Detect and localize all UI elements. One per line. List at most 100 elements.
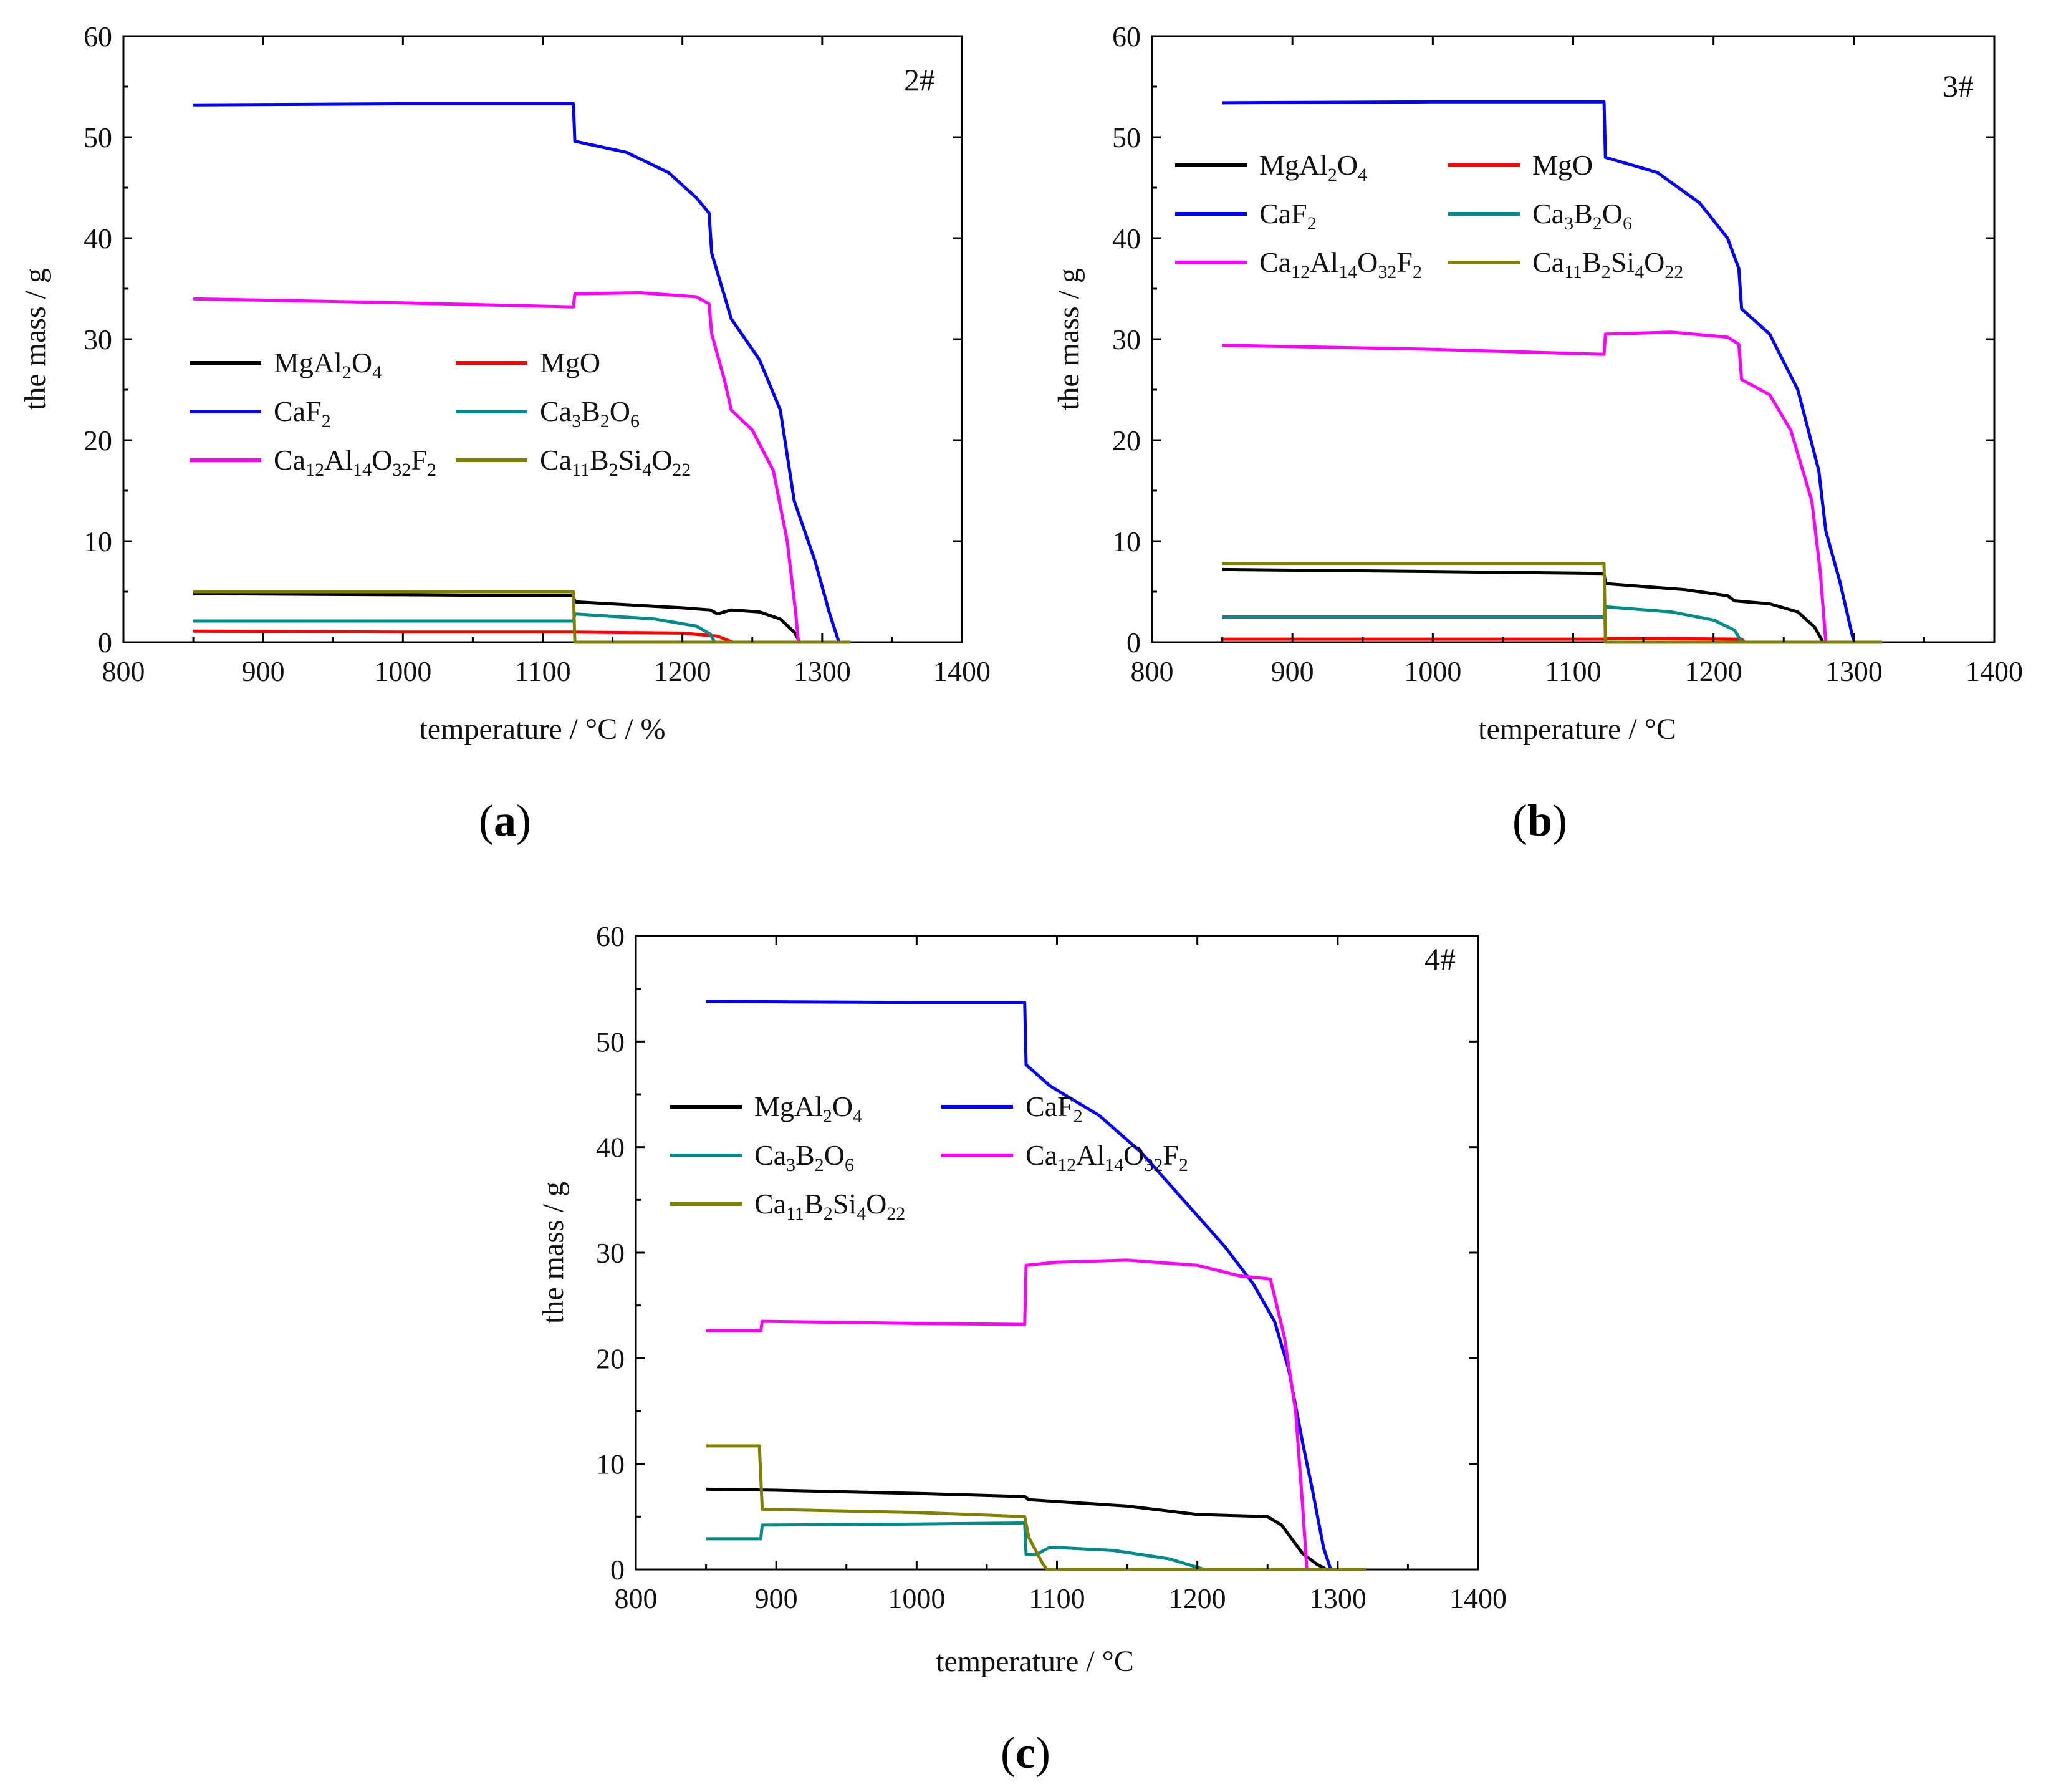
legend-label-Ca11B2Si4O22: Ca11B2Si4O22: [1532, 246, 1683, 282]
legend-label-Ca12Al14O32F2: Ca12Al14O32F2: [1026, 1139, 1188, 1175]
panel-tag: 4#: [1424, 942, 1456, 976]
caption-letter: a: [494, 796, 516, 845]
legend-label-MgAl2O4: MgAl2O4: [274, 347, 382, 383]
panel-tag: 2#: [904, 62, 935, 97]
legend-label-part: 4: [372, 362, 382, 383]
legend-label-Ca12Al14O32F2: Ca12Al14O32F2: [274, 444, 436, 480]
y-tick-label: 40: [84, 223, 112, 254]
series-line-Ca12Al14O32F2: [193, 291, 850, 644]
legend-label-part: Si: [618, 444, 642, 476]
x-tick-label: 900: [1271, 655, 1314, 687]
legend-label-part: Ca: [540, 444, 572, 476]
caption-letter: c: [1016, 1728, 1035, 1778]
y-tick-label: 0: [1126, 627, 1141, 658]
legend-label-part: 6: [630, 411, 640, 431]
y-tick-label: 30: [596, 1237, 625, 1269]
x-tick-label: 1000: [888, 1582, 945, 1614]
legend-label-part: MgO: [540, 347, 600, 378]
y-tick-label: 50: [596, 1026, 625, 1057]
caption-paren: (: [479, 796, 494, 845]
x-tick-label: 1300: [1825, 655, 1883, 687]
x-tick-label: 1200: [1169, 1582, 1226, 1614]
legend-label-part: 14: [1338, 262, 1357, 282]
legend-label-part: B: [795, 1139, 815, 1171]
legend-label-part: 4: [857, 1203, 866, 1224]
legend-label-part: 12: [305, 460, 324, 480]
series-line-CaF2: [706, 1000, 1366, 1571]
legend-label-part: 4: [1635, 262, 1644, 282]
legend-label-part: O: [1357, 246, 1378, 278]
x-tick-label: 900: [242, 655, 285, 687]
y-tick-label: 50: [1112, 122, 1141, 153]
x-tick-label: 900: [755, 1582, 798, 1614]
x-tick-label: 800: [102, 655, 145, 687]
legend-label-part: Ca: [1532, 246, 1564, 278]
caption-letter: b: [1527, 796, 1552, 845]
legend-label-part: 2: [609, 460, 618, 480]
legend-label-Ca3B2O6: Ca3B2O6: [754, 1139, 854, 1175]
legend-label-part: Si: [833, 1188, 857, 1220]
legend-label-part: CaF: [1026, 1091, 1074, 1122]
panel-caption: (b): [1512, 796, 1567, 845]
legend-label-part: 2: [322, 411, 331, 431]
legend-label-CaF2: CaF2: [274, 395, 331, 431]
legend-label-Ca3B2O6: Ca3B2O6: [1532, 198, 1632, 234]
legend-label-Ca11B2Si4O22: Ca11B2Si4O22: [540, 444, 691, 480]
y-tick-label: 0: [610, 1554, 625, 1586]
legend-label-CaF2: CaF2: [1259, 198, 1317, 234]
x-tick-label: 1400: [933, 655, 991, 687]
legend-label-part: F: [411, 444, 427, 476]
series-line-Ca3B2O6: [193, 612, 850, 644]
y-tick-label: 10: [84, 526, 112, 557]
y-tick-label: 50: [84, 122, 112, 153]
legend-label-part: O: [1602, 198, 1623, 229]
legend-label-part: 14: [1105, 1155, 1123, 1175]
legend-label-part: F: [1396, 246, 1413, 278]
legend-label-part: Ca: [274, 444, 305, 476]
legend-label-part: 12: [1291, 262, 1310, 282]
plot-frame: [635, 935, 1479, 1571]
legend-label-part: CaF: [274, 395, 322, 427]
x-tick-label: 1000: [374, 655, 431, 687]
y-tick-label: 10: [596, 1448, 625, 1480]
legend-label-MgAl2O4: MgAl2O4: [754, 1091, 862, 1127]
legend-label-MgO: MgO: [540, 347, 600, 378]
caption-paren: ): [516, 796, 531, 845]
series-line-Ca3B2O6: [1222, 605, 1882, 644]
x-tick-label: 1100: [514, 655, 570, 687]
caption-paren: (: [1512, 796, 1527, 845]
legend-label-part: 6: [1623, 213, 1632, 234]
legend-label-part: 2: [1179, 1155, 1188, 1175]
y-tick-label: 60: [596, 920, 625, 952]
legend-label-part: 2: [1328, 165, 1337, 185]
series-line-Ca11B2Si4O22: [193, 590, 850, 644]
legend-label-part: 2: [1593, 213, 1602, 234]
y-tick-label: 30: [84, 324, 112, 355]
y-tick-label: 10: [1112, 526, 1141, 557]
legend-label-part: Al: [324, 444, 353, 476]
panel-tag: 3#: [1943, 69, 1974, 104]
series-lines: [1222, 100, 1882, 644]
legend-label-part: O: [372, 444, 392, 476]
x-tick-label: 800: [1131, 655, 1174, 687]
plot-frame: [1151, 35, 1996, 643]
legend-label-part: B: [590, 444, 609, 476]
legend-label-part: O: [1337, 149, 1358, 181]
legend-label-part: 22: [672, 460, 691, 480]
legend-label-part: 14: [353, 460, 372, 480]
x-tick-label: 1100: [1545, 655, 1601, 687]
legend-label-part: O: [1644, 246, 1664, 278]
series-line-Ca11B2Si4O22: [706, 1444, 1366, 1571]
y-tick-label: 60: [1112, 21, 1141, 52]
legend-label-part: 2: [1413, 262, 1422, 282]
y-tick-label: 40: [596, 1132, 625, 1163]
legend-label-part: Ca: [1532, 198, 1564, 229]
legend-label-part: Si: [1611, 246, 1635, 278]
y-tick-label: 60: [84, 21, 112, 52]
y-tick-label: 0: [98, 627, 112, 658]
legend-label-Ca12Al14O32F2: Ca12Al14O32F2: [1259, 246, 1422, 282]
legend-label-part: Al: [1076, 1139, 1105, 1171]
legend-label-part: 4: [1358, 165, 1367, 185]
